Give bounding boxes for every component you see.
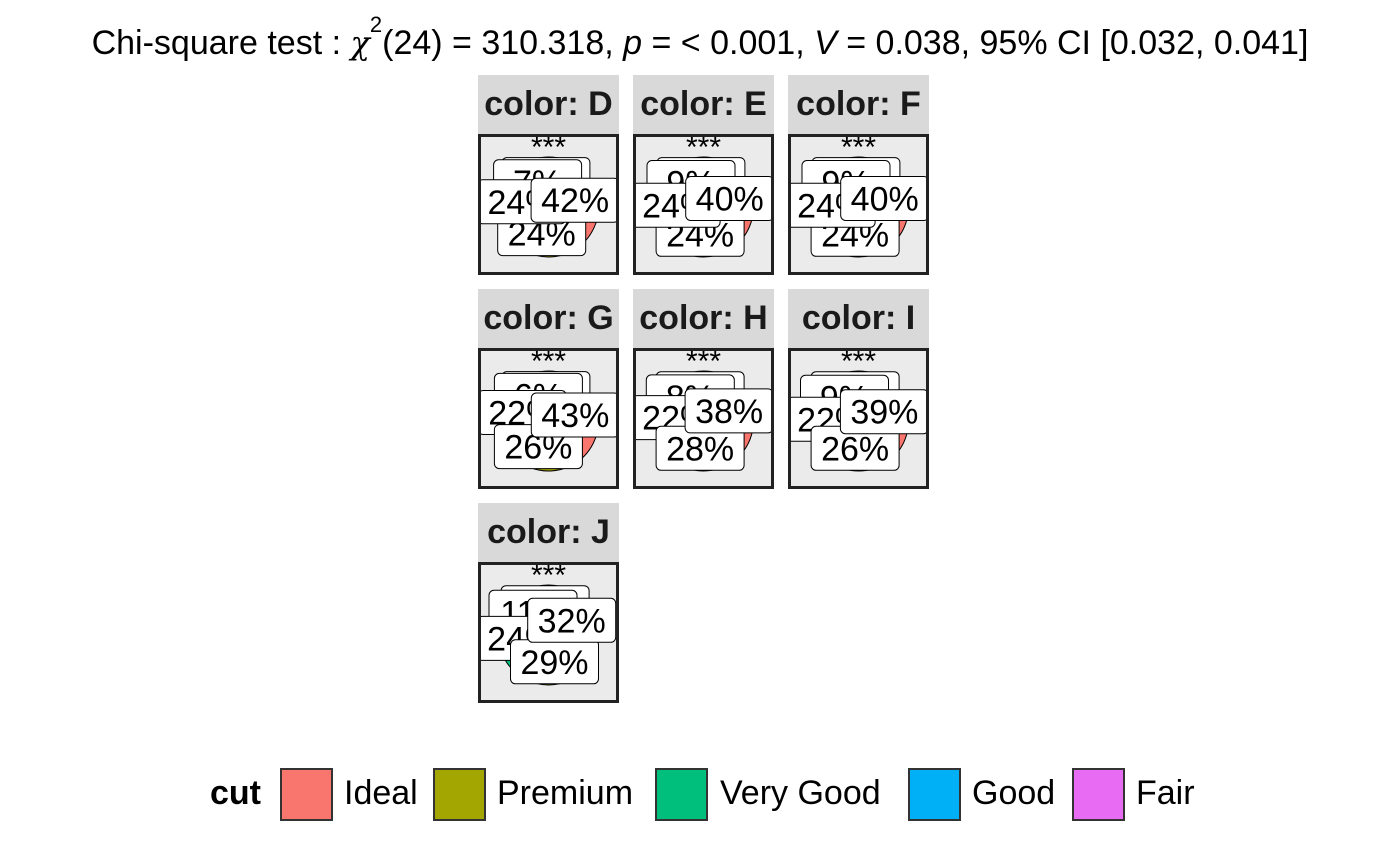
pie-chart: 3%9%24%24%40%*** xyxy=(636,137,771,258)
slice-percentage-label: 39% xyxy=(839,389,926,435)
significance-label: *** xyxy=(686,137,721,164)
significance-label: *** xyxy=(531,137,566,164)
slice-percentage-label: 32% xyxy=(527,597,616,643)
pie-chart: 3%7%24%24%42%*** xyxy=(481,137,616,258)
svg-text:26%: 26% xyxy=(821,430,889,468)
pie-chart: 3%6%22%26%43%*** xyxy=(481,351,616,472)
svg-text:28%: 28% xyxy=(666,430,734,468)
facet-color-e: color: E3%9%24%24%40%*** xyxy=(633,75,774,275)
facet-strip-label: color: I xyxy=(788,289,929,348)
title-chi-superscript: 2 xyxy=(369,12,383,37)
facet-color-i: color: I4%9%22%26%39%*** xyxy=(788,289,929,489)
facet-panel: 3%9%24%24%40%*** xyxy=(633,134,774,275)
facet-panel: 4%8%22%28%38%*** xyxy=(633,348,774,489)
legend-label-good: Good xyxy=(972,774,1056,812)
legend-key-premium xyxy=(433,768,486,821)
slice-percentage-label: 43% xyxy=(530,392,616,438)
legend-key-very-good xyxy=(655,768,708,821)
svg-text:29%: 29% xyxy=(520,644,588,682)
legend-label-premium: Premium xyxy=(497,774,634,812)
significance-label: *** xyxy=(841,137,876,164)
significance-label: *** xyxy=(531,565,566,592)
facet-color-j: color: J4%11%24%29%32%*** xyxy=(478,503,619,703)
facet-strip-label: color: J xyxy=(478,503,619,562)
title-p-value: = < 0.001, xyxy=(642,24,815,62)
chart-title: Chi-square test : χ2(24) = 310.318, p = … xyxy=(0,14,1400,66)
facet-color-d: color: D3%7%24%24%42%*** xyxy=(478,75,619,275)
facet-color-f: color: F3%9%24%24%40%*** xyxy=(788,75,929,275)
facet-strip-label: color: G xyxy=(478,289,619,348)
facet-strip-label: color: E xyxy=(633,75,774,134)
pie-chart: 3%9%24%24%40%*** xyxy=(791,137,926,258)
facet-color-g: color: G3%6%22%26%43%*** xyxy=(478,289,619,489)
pie-chart: 4%8%22%28%38%*** xyxy=(636,351,771,472)
title-effect-size: = 0.038, 95% CI [0.032, 0.041] xyxy=(836,24,1309,62)
svg-text:32%: 32% xyxy=(538,602,606,640)
title-df-statistic: (24) = 310.318, xyxy=(382,24,624,62)
slice-percentage-label: 28% xyxy=(655,425,745,471)
title-v-symbol: V xyxy=(814,24,837,62)
significance-label: *** xyxy=(841,351,876,378)
svg-text:39%: 39% xyxy=(850,394,918,432)
title-p-symbol: p xyxy=(623,24,643,62)
facet-strip-label: color: F xyxy=(788,75,929,134)
slice-percentage-label: 40% xyxy=(840,176,926,221)
facet-panel: 4%11%24%29%32%*** xyxy=(478,562,619,703)
slice-percentage-label: 29% xyxy=(510,639,599,685)
pie-chart: 4%11%24%29%32%*** xyxy=(481,565,616,686)
pie-chart: 4%9%22%26%39%*** xyxy=(791,351,926,472)
legend-key-fair xyxy=(1072,768,1125,821)
svg-text:40%: 40% xyxy=(851,181,919,219)
legend-title: cut xyxy=(210,774,261,812)
facet-color-h: color: H4%8%22%28%38%*** xyxy=(633,289,774,489)
svg-text:38%: 38% xyxy=(695,393,763,431)
slice-percentage-label: 40% xyxy=(685,176,771,221)
legend-key-ideal xyxy=(280,768,333,821)
svg-text:43%: 43% xyxy=(541,397,609,435)
slice-percentage-label: 42% xyxy=(530,177,616,223)
legend-key-good xyxy=(908,768,961,821)
facet-panel: 4%9%22%26%39%*** xyxy=(788,348,929,489)
facet-strip-label: color: D xyxy=(478,75,619,134)
svg-text:40%: 40% xyxy=(696,181,764,219)
facet-panel: 3%9%24%24%40%*** xyxy=(788,134,929,275)
legend-label-very-good: Very Good xyxy=(720,774,881,812)
facet-panel: 3%6%22%26%43%*** xyxy=(478,348,619,489)
significance-label: *** xyxy=(686,351,721,378)
legend-label-fair: Fair xyxy=(1136,774,1195,812)
title-prefix: Chi-square test : xyxy=(91,24,351,62)
facet-panel: 3%7%24%24%42%*** xyxy=(478,134,619,275)
legend-label-ideal: Ideal xyxy=(344,774,418,812)
title-chi-symbol: χ xyxy=(350,24,370,62)
facet-strip-label: color: H xyxy=(633,289,774,348)
slice-percentage-label: 38% xyxy=(684,388,771,434)
svg-text:42%: 42% xyxy=(541,182,609,220)
legend: cut Ideal Premium Very Good Good Fair xyxy=(0,768,1400,824)
significance-label: *** xyxy=(531,351,566,378)
